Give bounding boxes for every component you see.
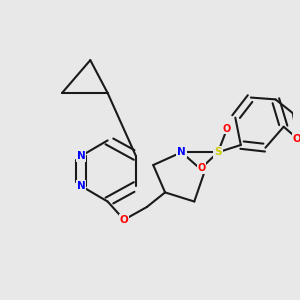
Text: O: O <box>293 134 300 144</box>
Text: N: N <box>77 151 85 161</box>
Text: O: O <box>223 124 231 134</box>
Text: O: O <box>120 215 128 225</box>
Text: O: O <box>197 163 206 173</box>
Text: N: N <box>177 147 186 157</box>
Text: S: S <box>214 147 222 157</box>
Text: N: N <box>77 181 85 191</box>
